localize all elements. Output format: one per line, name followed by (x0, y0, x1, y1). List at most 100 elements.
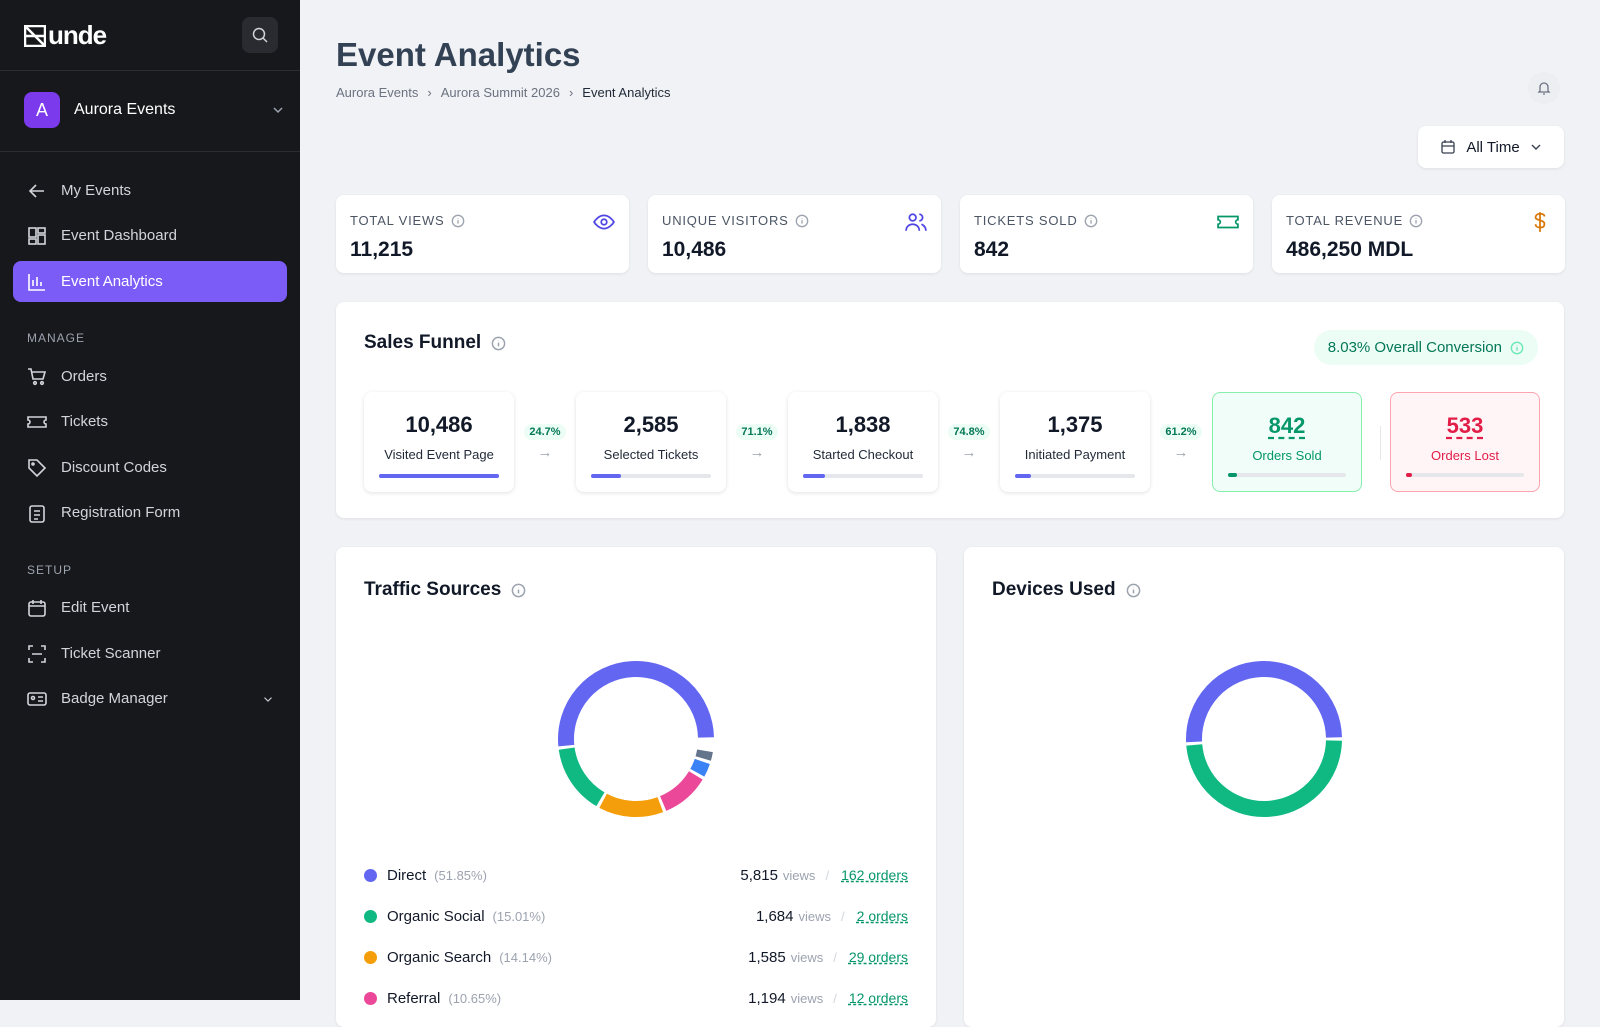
nav-item[interactable]: Event Analytics (13, 261, 287, 302)
donut-segment (558, 661, 714, 747)
source-orders[interactable]: 2 orders (856, 908, 908, 924)
stat-icon (593, 214, 615, 230)
funnel-step: 2,585 Selected Tickets (576, 392, 726, 492)
nav-label: Discount Codes (61, 459, 167, 476)
outcome-label: Orders Lost (1431, 448, 1499, 463)
donut-segment (599, 793, 664, 817)
divider (0, 151, 300, 152)
traffic-donut (558, 661, 714, 817)
progress-fill (1406, 473, 1412, 477)
info-icon[interactable] (451, 214, 465, 228)
stat-card: TICKETS SOLD 842 (960, 195, 1253, 273)
logo-text: unde (48, 20, 107, 50)
calendar-icon (1441, 140, 1455, 154)
stat-value: 11,215 (350, 238, 414, 261)
legend-dot (364, 950, 377, 964)
separator: / (833, 990, 837, 1006)
donut-segment (690, 758, 710, 777)
progress-track (591, 474, 711, 478)
source-share: (10.65%) (448, 990, 502, 1006)
org-avatar: A (24, 92, 60, 128)
nav-item[interactable]: Ticket Scanner (13, 633, 287, 674)
views-unit: views (790, 990, 824, 1006)
info-icon[interactable] (491, 336, 506, 351)
step-label: Started Checkout (812, 447, 914, 462)
stat-value: 486,250 MDL (1286, 238, 1414, 261)
rate-text: 74.8% (948, 424, 990, 440)
card-title-text: Devices Used (992, 579, 1116, 600)
info-icon[interactable] (1126, 583, 1141, 598)
page: Event Analytics {"sidebar": {"logo": "un… (0, 0, 1565, 1027)
search-button[interactable] (242, 17, 278, 53)
legend-dot (364, 909, 377, 923)
section-title: SETUP (27, 563, 73, 577)
info-icon[interactable] (1510, 341, 1524, 355)
devices-donut (1186, 661, 1342, 817)
nav-item[interactable]: Tickets (13, 401, 287, 442)
source-views: 1,684 (755, 907, 794, 925)
nav-item[interactable]: Event Dashboard (13, 215, 287, 256)
crumb[interactable]: Aurora Events (336, 85, 419, 100)
funnel-outcome: 533 Orders Lost (1390, 392, 1540, 492)
views-unit: views (790, 949, 824, 965)
source-views: 5,815 (740, 866, 778, 884)
card-title: Devices Used (992, 579, 1536, 601)
views-unit: views (798, 908, 832, 924)
step-count: 1,838 (835, 412, 891, 437)
step-label: Selected Tickets (603, 447, 699, 462)
source-row: Referral (10.65%) 1,194 views / 12 orders (364, 986, 908, 1010)
stat-card: UNIQUE VISITORS 10,486 (648, 195, 941, 273)
info-icon[interactable] (795, 214, 809, 228)
conversion-text: 8.03% Overall Conversion (1327, 339, 1502, 356)
progress-fill (803, 474, 825, 478)
step-count: 1,375 (1047, 412, 1103, 437)
nav-item[interactable]: Edit Event (13, 587, 287, 628)
nav-item[interactable]: My Events (13, 170, 287, 211)
card-title-text: Traffic Sources (364, 579, 502, 600)
arrow: → (1173, 444, 1189, 461)
separator: / (833, 949, 837, 965)
stat-label-text: TOTAL VIEWS (350, 213, 445, 228)
outcome-label: Orders Sold (1252, 448, 1322, 463)
nav-label: Badge Manager (61, 690, 168, 707)
info-icon[interactable] (1084, 214, 1098, 228)
crumb[interactable]: Aurora Summit 2026 (440, 85, 560, 100)
info-icon[interactable] (511, 583, 526, 598)
source-name: Organic Search (387, 948, 492, 966)
progress-fill (1228, 473, 1238, 477)
arrow: → (537, 444, 553, 461)
nav-label: Edit Event (61, 599, 130, 616)
nav-label: Ticket Scanner (61, 645, 161, 662)
source-name: Referral (387, 989, 441, 1007)
source-views: 1,585 (748, 948, 786, 966)
funnel-step: 10,486 Visited Event Page (364, 392, 514, 492)
source-orders[interactable]: 29 orders (848, 949, 908, 965)
nav-label: Orders (61, 368, 107, 385)
source-share: (14.14%) (499, 949, 552, 965)
info-icon[interactable] (1409, 214, 1423, 228)
crumb-sep: › (568, 85, 574, 100)
progress-track (379, 474, 499, 478)
nav-icon (28, 183, 44, 198)
source-row: Direct (51.85%) 5,815 views / 162 orders (364, 863, 908, 887)
nav-label: Event Dashboard (61, 227, 177, 244)
source-name: Organic Social (387, 907, 485, 925)
conversion-badge: 8.03% Overall Conversion (1313, 330, 1538, 365)
nav-icon (28, 273, 45, 291)
nav-icon (28, 458, 47, 477)
date-filter[interactable]: All Time (1418, 126, 1564, 168)
nav-item[interactable]: Orders (13, 356, 287, 397)
donut-segment (659, 770, 703, 811)
nav-item[interactable]: Discount Codes (13, 447, 287, 488)
notifications[interactable] (1528, 72, 1560, 104)
source-orders[interactable]: 12 orders (848, 990, 908, 1006)
org-switcher[interactable]: A Aurora Events (24, 92, 285, 128)
bell-icon (1537, 82, 1551, 95)
legend-dot (364, 868, 377, 882)
source-orders[interactable]: 162 orders (841, 867, 908, 883)
progress-track (1015, 474, 1135, 478)
nav-item[interactable]: Registration Form (13, 492, 287, 533)
nav-item[interactable]: Badge Manager (13, 678, 287, 719)
nav-label: Registration Form (61, 504, 181, 521)
step-rate: 24.7% → (521, 424, 569, 461)
